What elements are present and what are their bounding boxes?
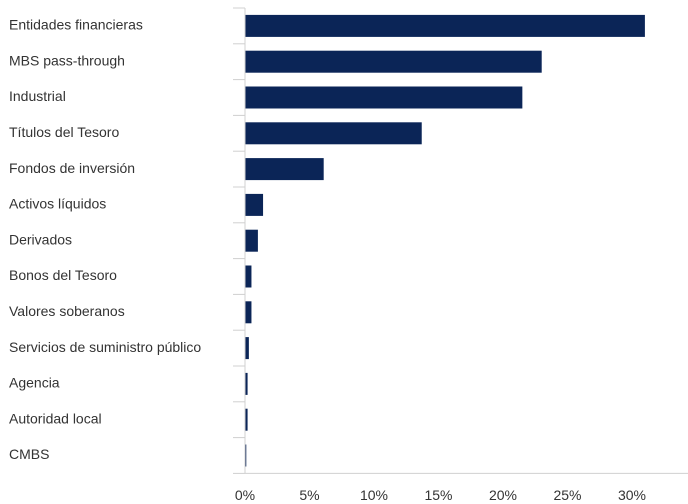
bar — [245, 86, 523, 109]
x-tick-label: 10% — [360, 487, 388, 503]
bar — [245, 193, 264, 216]
category-label: Activos líquidos — [9, 196, 106, 212]
x-tick-label: 30% — [618, 487, 646, 503]
category-label: MBS pass-through — [9, 52, 125, 68]
category-label: CMBS — [9, 446, 49, 462]
category-label: Autoridad local — [9, 410, 102, 426]
category-label: Fondos de inversión — [9, 160, 135, 176]
x-tick-label: 5% — [299, 487, 319, 503]
x-tick-label: 0% — [235, 487, 255, 503]
category-label: Derivados — [9, 231, 72, 247]
axis — [233, 7, 688, 474]
bar — [245, 265, 252, 288]
bar — [245, 372, 248, 395]
bar — [245, 50, 542, 73]
x-tick-label: 20% — [489, 487, 517, 503]
x-tick-label: 15% — [424, 487, 452, 503]
x-tick-label: 25% — [553, 487, 581, 503]
category-label: Valores soberanos — [9, 303, 125, 319]
category-label: Servicios de suministro público — [9, 339, 201, 355]
bar — [245, 301, 252, 324]
bar — [245, 14, 645, 37]
bar — [245, 122, 422, 145]
category-label: Títulos del Tesoro — [9, 124, 119, 140]
bar — [245, 337, 249, 360]
bar — [245, 229, 258, 252]
category-label: Entidades financieras — [9, 17, 143, 33]
bar — [245, 158, 324, 181]
category-label: Industrial — [9, 88, 66, 104]
bar — [245, 408, 248, 431]
bars — [245, 14, 645, 467]
x-tick-labels: 0% 5% 10% 15% 20% 25% 30% — [235, 487, 646, 503]
category-label: Bonos del Tesoro — [9, 267, 117, 283]
category-label: Agencia — [9, 375, 60, 391]
bar — [245, 444, 247, 467]
category-labels: Entidades financieras MBS pass-through Ind… — [9, 17, 201, 463]
